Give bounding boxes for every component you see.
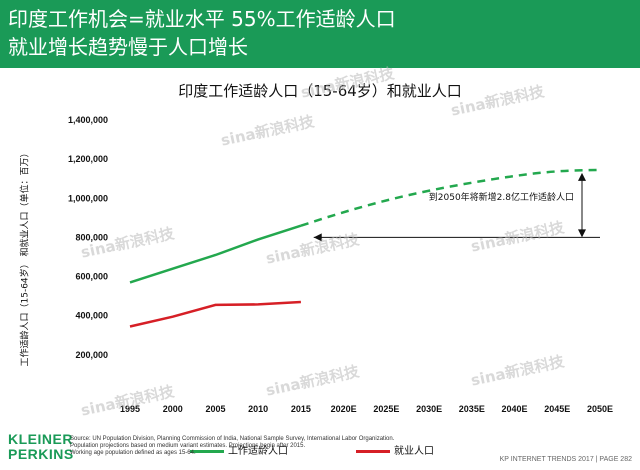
logo-line-2: PERKINS bbox=[8, 446, 74, 462]
x-tick-label: 2035E bbox=[459, 404, 485, 414]
x-tick-label: 2050E bbox=[587, 404, 613, 414]
legend-item-working-age: 工作适龄人口 bbox=[190, 442, 288, 457]
series-line-employed bbox=[129, 300, 301, 328]
annotation-label: 到2050年将新增2.8亿工作适龄人口 bbox=[429, 191, 574, 203]
x-tick-label: 2025E bbox=[373, 404, 399, 414]
sources-line-1: Source: UN Population Division, Planning… bbox=[70, 436, 395, 442]
annotation-arrowhead-up bbox=[578, 172, 586, 181]
x-tick-label: 2040E bbox=[502, 404, 528, 414]
chart-title: 印度工作适龄人口（15-64岁）和就业人口 bbox=[178, 82, 462, 100]
legend-swatch-red bbox=[356, 449, 390, 453]
y-tick-label: 800,000 bbox=[75, 232, 108, 242]
x-tick-label: 2045E bbox=[544, 404, 570, 414]
series-line-working-age-projection bbox=[300, 168, 601, 227]
sources-line-2: Population projections based on medium v… bbox=[70, 443, 306, 449]
y-tick-label: 400,000 bbox=[75, 311, 108, 321]
annotation-arrowhead-left bbox=[313, 233, 322, 242]
legend-label: 工作适龄人口 bbox=[228, 446, 288, 457]
header-banner: 印度工作机会=就业水平 55%工作适龄人口 就业增长趋势慢于人口增长 bbox=[0, 0, 640, 68]
logo-line-1: KLEINER bbox=[8, 431, 73, 447]
header-title-line-1: 印度工作机会=就业水平 55%工作适龄人口 bbox=[8, 7, 396, 31]
y-tick-label: 1,000,000 bbox=[68, 193, 108, 203]
footer-page-info: KP INTERNET TRENDS 2017 | PAGE 282 bbox=[499, 456, 632, 463]
x-tick-label: 2030E bbox=[416, 404, 442, 414]
y-tick-label: 1,400,000 bbox=[68, 115, 108, 125]
y-tick-label: 1,200,000 bbox=[68, 154, 108, 164]
y-tick-label: 200,000 bbox=[75, 350, 108, 360]
sources-line-3: Working age population defined as ages 1… bbox=[70, 450, 196, 456]
x-tick-label: 1995 bbox=[120, 404, 140, 414]
annotation-arrowhead-down bbox=[578, 229, 586, 238]
x-tick-label: 2010 bbox=[248, 404, 268, 414]
y-tick-label: 600,000 bbox=[75, 272, 108, 282]
line-chart: 200,000 400,000 600,000 800,000 1,000,000 1,2… bbox=[68, 115, 613, 414]
x-tick-label: 2000 bbox=[163, 404, 183, 414]
sources-note: Source: UN Population Division, Planning… bbox=[70, 436, 400, 457]
legend-swatch-green bbox=[190, 449, 224, 453]
legend-label: 就业人口 bbox=[394, 446, 434, 457]
header-title-line-2: 就业增长趋势慢于人口增长 bbox=[8, 35, 248, 59]
x-tick-label: 2015 bbox=[291, 404, 311, 414]
x-tick-label: 2020E bbox=[331, 404, 357, 414]
legend-item-employed: 就业人口 bbox=[356, 442, 434, 457]
kleiner-perkins-logo: KLEINER PERKINS bbox=[8, 431, 74, 462]
series-line-working-age bbox=[129, 224, 302, 284]
x-tick-label: 2005 bbox=[205, 404, 225, 414]
